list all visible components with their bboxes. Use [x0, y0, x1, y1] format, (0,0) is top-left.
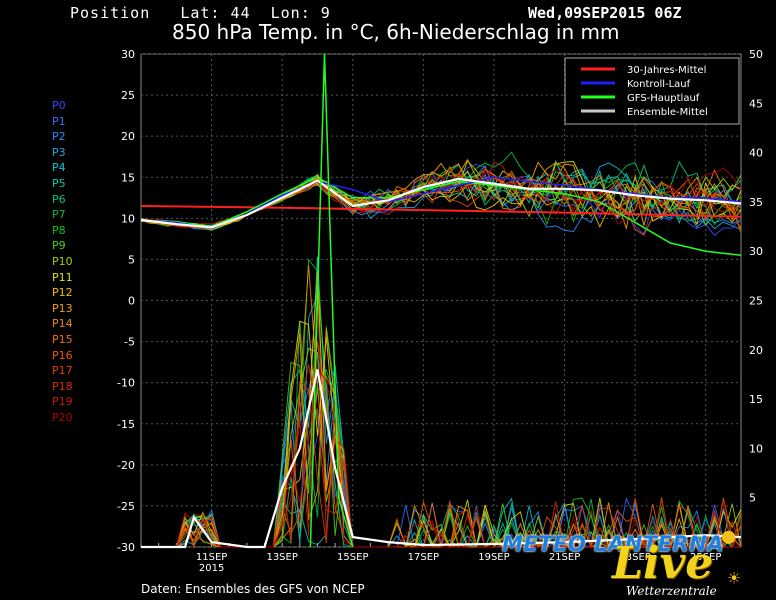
y-left-tick-label: -20 — [117, 459, 135, 472]
data-source-footer: Daten: Ensembles des GFS von NCEP — [141, 582, 365, 596]
sun-icon: ☀ — [728, 566, 741, 590]
position-text: Position — [70, 4, 151, 22]
member-label-p15: P15 — [52, 332, 73, 346]
y-right-tick-label: 10 — [749, 442, 763, 455]
lat-text: Lat: 44 — [180, 4, 251, 22]
ensemble-mean-precip-line — [141, 369, 742, 549]
run-date: Wed,09SEP2015 06Z — [528, 4, 682, 22]
member-label-p11: P11 — [52, 270, 73, 284]
x-tick-label: 17SEP — [408, 552, 439, 563]
y-right-tick-label: 25 — [749, 295, 763, 308]
lantern-icon: ● — [722, 524, 736, 549]
member-label-p12: P12 — [52, 286, 73, 300]
lon-text: Lon: 9 — [270, 4, 331, 22]
member-label-p10: P10 — [52, 254, 73, 268]
y-left-tick-label: 15 — [121, 171, 135, 184]
member-label-p17: P17 — [52, 364, 73, 378]
member-label-p18: P18 — [52, 379, 73, 393]
climate-mean-line — [140, 205, 742, 218]
member-label-p9: P9 — [52, 239, 66, 253]
y-right-tick-label: 5 — [749, 492, 756, 505]
member-label-p19: P19 — [52, 395, 73, 409]
legend-label: Kontroll-Lauf — [627, 79, 691, 90]
position-label: Position Lat: 44 Lon: 9 — [70, 4, 331, 22]
legend-label: Ensemble-Mittel — [627, 107, 708, 118]
logo-main-text: METEO LANTERNA — [502, 532, 724, 556]
y-right-tick-label: 30 — [749, 245, 763, 258]
legend-label: GFS-Hauptlauf — [627, 93, 700, 104]
chart-title: 850 hPa Temp. in °C, 6h-Niederschlag in … — [172, 20, 620, 44]
logo-sub-text: Wetterzentrale — [626, 584, 717, 598]
member-label-p6: P6 — [52, 192, 66, 206]
member-label-p1: P1 — [52, 114, 66, 128]
ensemble-mean-line — [140, 177, 742, 229]
x-tick-label: 21SEP — [549, 552, 580, 563]
x-tick-label: 15SEP — [337, 552, 368, 563]
x-tick-label: 13SEP — [266, 552, 297, 563]
member-label-p7: P7 — [52, 208, 66, 222]
member-label-p0: P0 — [52, 99, 66, 112]
y-right-tick-label: 20 — [749, 344, 763, 357]
x-tick-label: 19SEP — [478, 552, 509, 563]
member-label-p20: P20 — [52, 410, 73, 424]
member-label-p2: P2 — [52, 130, 66, 144]
meteo-lanterna-logo: METEO LANTERNA Live Wetterzentrale ● ☀ — [500, 524, 770, 600]
gfs-main-line — [140, 176, 742, 257]
gfs-precip-line — [309, 53, 354, 548]
x-tick-label: 2015 — [199, 563, 224, 574]
member-label-p14: P14 — [52, 317, 73, 331]
y-left-tick-label: -25 — [117, 500, 135, 513]
y-left-tick-label: -15 — [117, 418, 135, 431]
x-tick-label: 23SEP — [619, 552, 650, 563]
member-label-p13: P13 — [52, 301, 73, 315]
ensemble-member-list: P0 P1 P2 P3 P4 P5 P6 P7 P8 P9 P10 P11 P12 P13 P14 P15 P1… — [52, 98, 73, 425]
y-right-tick-label: 50 — [749, 48, 763, 61]
member-label-p4: P4 — [52, 161, 66, 175]
y-left-tick-label: -10 — [117, 377, 135, 390]
y-right-tick-label: 45 — [749, 97, 763, 110]
logo-live-text: Live — [612, 538, 714, 589]
y-left-tick-label: -30 — [117, 541, 135, 554]
x-tick-label: 25SEP — [690, 552, 721, 563]
member-label-p16: P16 — [52, 348, 73, 362]
x-tick-label: 11SEP — [196, 552, 227, 563]
member-label-p8: P8 — [52, 223, 66, 237]
member-label-p5: P5 — [52, 176, 66, 190]
y-left-tick-label: 5 — [128, 253, 135, 266]
y-right-tick-label: 35 — [749, 196, 763, 209]
y-right-tick-label: 15 — [749, 393, 763, 406]
y-left-tick-label: 0 — [128, 295, 135, 308]
y-left-tick-label: 30 — [121, 48, 135, 61]
y-left-tick-label: 25 — [121, 89, 135, 102]
member-label-p3: P3 — [52, 145, 66, 159]
legend-label: 30-Jahres-Mittel — [627, 65, 706, 76]
y-right-tick-label: 40 — [749, 147, 763, 160]
y-left-tick-label: 20 — [121, 130, 135, 143]
y-left-tick-label: 10 — [121, 212, 135, 225]
y-left-tick-label: -5 — [124, 336, 135, 349]
